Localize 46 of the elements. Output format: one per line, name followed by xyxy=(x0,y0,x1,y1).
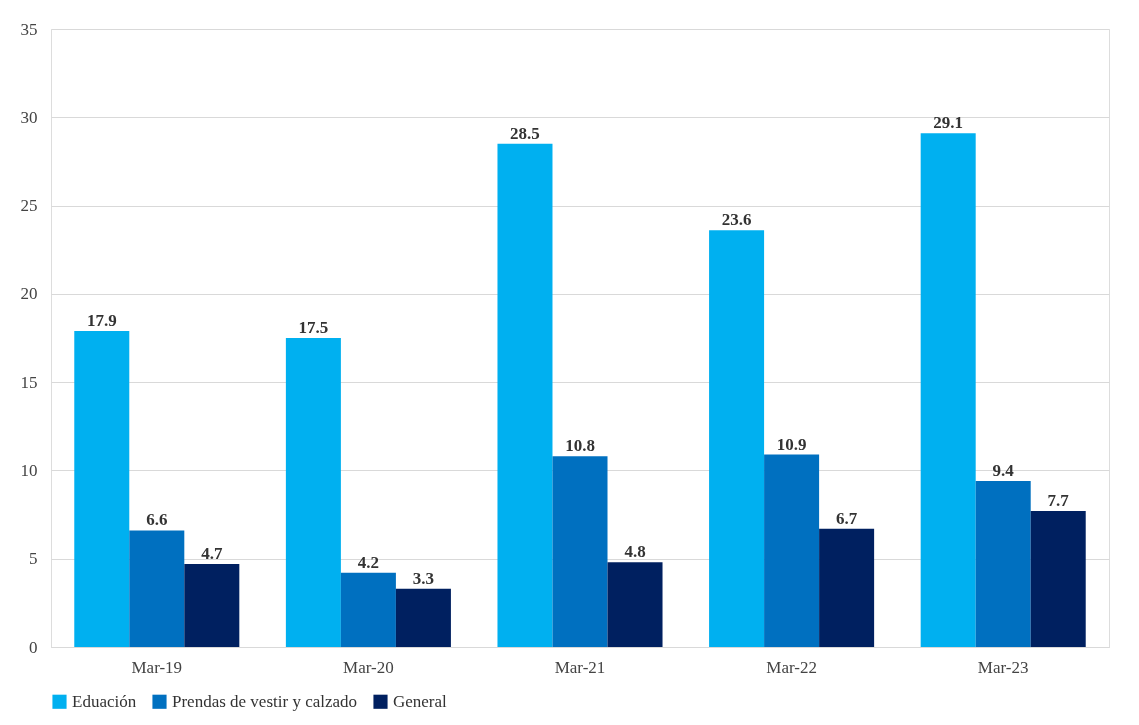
data-label: 10.8 xyxy=(565,436,595,456)
data-label: 4.8 xyxy=(624,542,646,562)
data-label: 3.3 xyxy=(412,568,435,588)
legend-label: General xyxy=(393,691,448,711)
bar xyxy=(975,481,1031,647)
y-tick-label: 5 xyxy=(29,549,38,569)
data-label: 17.9 xyxy=(86,310,117,330)
data-label: 7.7 xyxy=(1047,491,1070,511)
legend-label: Prendas de vestir y calzado xyxy=(172,691,358,711)
bar xyxy=(340,572,396,647)
data-label: 6.7 xyxy=(835,508,858,528)
data-label: 17.5 xyxy=(298,318,329,337)
bar xyxy=(285,338,341,647)
x-tick-label: Mar-22 xyxy=(766,657,817,677)
data-label: 4.7 xyxy=(201,544,223,564)
bar xyxy=(1030,511,1086,647)
y-tick-label: 15 xyxy=(20,372,38,392)
bar xyxy=(552,456,608,647)
data-label: 29.1 xyxy=(933,113,964,133)
bar xyxy=(129,530,185,647)
bar xyxy=(709,230,765,647)
y-tick-label: 30 xyxy=(20,107,38,127)
legend-label: Eduación xyxy=(72,691,137,711)
bar xyxy=(764,454,820,647)
data-label: 9.4 xyxy=(992,461,1015,481)
y-tick-label: 20 xyxy=(20,284,38,304)
y-tick-label: 0 xyxy=(29,637,38,657)
y-tick-label: 10 xyxy=(20,460,38,480)
bar xyxy=(920,133,976,647)
bar xyxy=(184,564,240,647)
bar xyxy=(74,330,130,647)
bar xyxy=(395,588,451,647)
x-tick-label: Mar-23 xyxy=(977,657,1029,677)
x-tick-label: Mar-19 xyxy=(131,657,183,677)
x-tick-label: Mar-20 xyxy=(343,657,394,677)
y-tick-label: 25 xyxy=(20,196,38,216)
bar xyxy=(819,528,875,647)
data-label: 10.9 xyxy=(776,434,807,454)
bar xyxy=(607,562,663,647)
data-label: 4.2 xyxy=(357,552,380,572)
x-tick-label: Mar-21 xyxy=(554,657,606,677)
y-tick-label: 35 xyxy=(20,19,38,39)
bar xyxy=(497,143,553,647)
data-label: 28.5 xyxy=(510,123,540,143)
data-label: 6.6 xyxy=(146,510,168,530)
data-label: 23.6 xyxy=(721,210,752,230)
